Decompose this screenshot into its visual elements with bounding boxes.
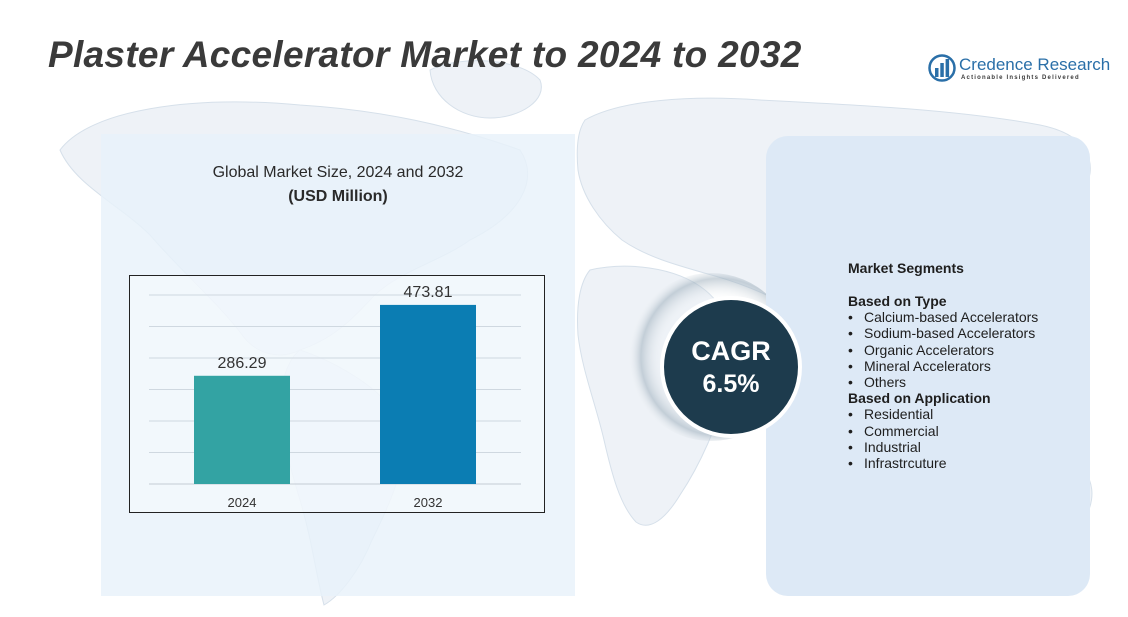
market-segments: Market Segments Based on Type • Calcium-b…: [848, 260, 1088, 472]
list-item: • Others: [848, 374, 1088, 390]
bar-2032: [380, 304, 476, 484]
data-label-2032: 473.81: [404, 284, 453, 301]
bullet-icon: •: [848, 439, 853, 456]
list-item-label: Commercial: [864, 422, 939, 439]
chart-frame: [129, 275, 545, 513]
bullet-icon: •: [848, 422, 853, 439]
list-item-label: Calcium-based Accelerators: [864, 309, 1039, 325]
list-item-label: Sodium-based Accelerators: [864, 325, 1036, 342]
cagr-value: 6.5%: [702, 370, 760, 398]
tick-label-2024: 2024: [228, 495, 257, 510]
list-item: • Organic Accelerators: [848, 342, 1088, 358]
bar-chart: 286.29 2024 473.81 2032: [129, 275, 545, 513]
list-item: • Calcium-based Accelerators: [848, 309, 1088, 325]
list-item-label: Residential: [864, 406, 934, 423]
logo-tagline: Actionable Insights Delivered: [961, 75, 1080, 81]
bullet-icon: •: [848, 374, 853, 391]
chart-panel: Global Market Size, 2024 and 2032 (USD M…: [101, 134, 575, 596]
list-item: • Commercial: [848, 423, 1088, 439]
bullet-icon: •: [848, 325, 853, 342]
bullet-icon: •: [848, 406, 853, 423]
segment-group-title-application: Based on Application: [848, 390, 991, 407]
bullet-icon: •: [848, 341, 853, 358]
chart-title: Global Market Size, 2024 and 2032: [212, 164, 464, 181]
bar-2024: [194, 375, 290, 484]
list-item: • Industrial: [848, 439, 1088, 455]
bullet-icon: •: [848, 455, 853, 472]
list-item: • Sodium-based Accelerators: [848, 325, 1088, 341]
list-item-label: Infrastrcuture: [864, 455, 947, 472]
bullet-icon: •: [848, 357, 853, 374]
market-segments-panel: Market Segments Based on Type • Calcium-b…: [766, 136, 1090, 596]
list-item: • Mineral Accelerators: [848, 358, 1088, 374]
bullet-icon: •: [848, 309, 853, 325]
cagr-label: CAGR: [691, 336, 771, 366]
segment-list-application: • Residential • Commercial • Industrial • In…: [848, 406, 1088, 471]
chart-subtitle: (USD Million): [288, 188, 388, 205]
list-item-label: Others: [864, 374, 907, 391]
list-item: • Residential: [848, 406, 1088, 422]
segment-group-title-type: Based on Type: [848, 293, 947, 309]
company-logo: Credence Research Actionable Insights De…: [928, 54, 1118, 88]
list-item-label: Organic Accelerators: [864, 341, 994, 358]
segment-list-type: • Calcium-based Accelerators • Sodium-base…: [848, 309, 1088, 390]
page-title: Plaster Accelerator Market to 2024 to 20…: [48, 34, 802, 75]
cagr-badge: CAGR 6.5%: [660, 296, 802, 438]
data-label-2024: 286.29: [218, 355, 267, 372]
list-item-label: Industrial: [864, 439, 921, 456]
bar-chart-globe-icon: [928, 54, 956, 82]
tick-label-2032: 2032: [414, 495, 443, 510]
logo-name: Credence Research: [959, 55, 1111, 74]
list-item-label: Mineral Accelerators: [864, 357, 991, 374]
segments-heading: Market Segments: [848, 260, 964, 276]
list-item: • Infrastrcuture: [848, 455, 1088, 471]
